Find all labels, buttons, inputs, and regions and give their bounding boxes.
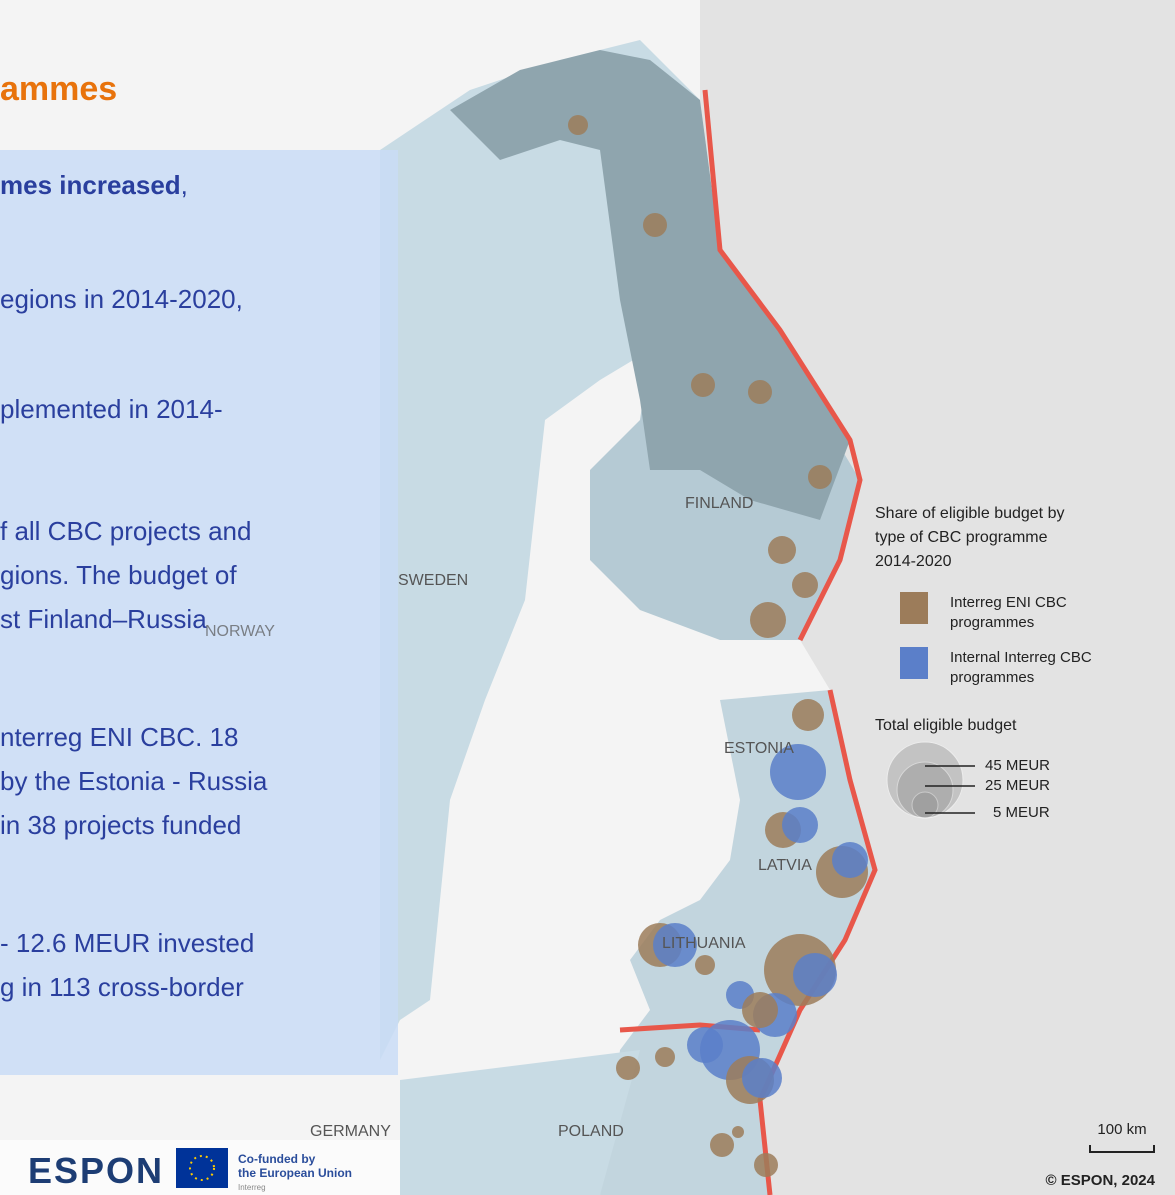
country-label: FINLAND (685, 495, 753, 512)
budget-circle (742, 1058, 782, 1098)
budget-circle (655, 1047, 675, 1067)
country-label: LITHUANIA (662, 935, 746, 952)
size-circle (896, 761, 954, 819)
budget-circle (792, 699, 824, 731)
budget-circles (568, 115, 868, 1177)
budget-circle (710, 1133, 734, 1157)
budget-circle (643, 213, 667, 237)
eu-flag (176, 1148, 228, 1188)
budget-circle (808, 465, 832, 489)
body-line: - 12.6 MEUR invested (0, 928, 254, 958)
text-box (0, 150, 398, 1075)
legend-title: Share of eligible budget by (875, 505, 1064, 522)
budget-circle (568, 115, 588, 135)
budget-circle (687, 1027, 723, 1063)
germany-land (400, 1050, 640, 1195)
legend: Share of eligible budget by type of CBC p… (875, 505, 1092, 821)
scale-label: 100 km (1097, 1121, 1146, 1138)
size-label: 25 MEUR (985, 777, 1050, 794)
heading: ammes (0, 70, 117, 108)
country-label: GERMANY (310, 1123, 391, 1140)
budget-circle (832, 842, 868, 878)
legend-size-title: Total eligible budget (875, 717, 1017, 734)
body-line: f all CBC projects and (0, 516, 251, 546)
legend-swatch (900, 592, 928, 624)
legend-swatch (900, 647, 928, 679)
legend-item-label: Internal Interreg CBC (950, 649, 1092, 666)
body-line: g in 113 cross-border (0, 972, 244, 1002)
budget-circle (653, 923, 697, 967)
country-label: ESTONIA (724, 740, 794, 757)
budget-circle (616, 1056, 640, 1080)
lapland-land (450, 50, 850, 520)
budget-circle (768, 536, 796, 564)
body-line: in 38 projects funded (0, 810, 241, 840)
body-line: egions in 2014-2020, (0, 284, 243, 314)
body-line: plemented in 2014- (0, 394, 223, 424)
budget-circle (691, 373, 715, 397)
country-label: POLAND (558, 1123, 624, 1140)
paragraphs: egions in 2014-2020, plemented in 2014- f … (0, 284, 268, 1002)
country-label: NORWAY (205, 623, 275, 640)
body-line: by the Estonia - Russia (0, 766, 268, 796)
copyright: © ESPON, 2024 (1046, 1172, 1156, 1189)
legend-item-label: Interreg ENI CBC (950, 594, 1067, 611)
size-label: 5 MEUR (993, 804, 1050, 821)
legend-title: type of CBC programme (875, 529, 1048, 546)
legend-title: 2014-2020 (875, 553, 952, 570)
espon-logo: ESPON (28, 1150, 164, 1191)
border-line (702, 89, 863, 642)
size-label: 45 MEUR (985, 757, 1050, 774)
map-labels: FINLAND SWEDEN NORWAY ESTONIA LATVIA LITHUANI… (205, 495, 812, 1140)
body-line: nterreg ENI CBC. 18 (0, 722, 238, 752)
interreg-label: Interreg (238, 1183, 266, 1192)
lead-bold: mes increased (0, 170, 181, 200)
size-circle (886, 741, 964, 819)
size-circle (911, 791, 939, 819)
lead-line: mes increased, (0, 170, 188, 200)
budget-circle (770, 744, 826, 800)
budget-circle (742, 992, 778, 1028)
budget-circle (792, 572, 818, 598)
budget-circle (754, 1153, 778, 1177)
scale-bar (1089, 1145, 1155, 1153)
legend-item-label: programmes (950, 614, 1034, 631)
budget-circle (750, 602, 786, 638)
eu-stars (189, 1155, 215, 1181)
eu-label-line: the European Union (238, 1166, 352, 1180)
russia-land (700, 0, 1175, 1195)
legend-item-label: programmes (950, 669, 1034, 686)
budget-circle (695, 955, 715, 975)
budget-circle (782, 807, 818, 843)
budget-circle (793, 953, 837, 997)
budget-circle (748, 380, 772, 404)
budget-circle (732, 1126, 744, 1138)
country-label: SWEDEN (398, 572, 468, 589)
body-line: st Finland–Russia (0, 604, 207, 634)
body-line: gions. The budget of (0, 560, 237, 590)
eu-label-line: Co-funded by (238, 1152, 316, 1166)
sea-north (0, 0, 700, 150)
country-label: LATVIA (758, 857, 812, 874)
lead-rest: , (181, 170, 188, 200)
